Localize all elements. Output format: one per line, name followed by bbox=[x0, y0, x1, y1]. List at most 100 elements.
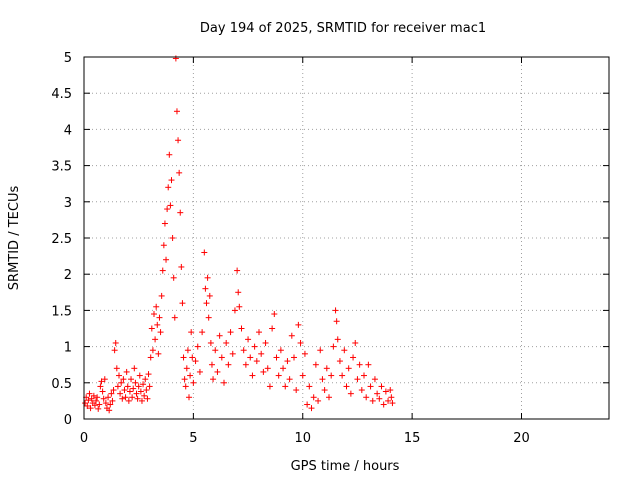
data-point bbox=[182, 383, 189, 390]
data-point bbox=[134, 395, 141, 402]
data-point bbox=[315, 397, 322, 404]
data-point bbox=[269, 325, 276, 332]
data-point bbox=[336, 358, 343, 365]
data-point bbox=[85, 397, 92, 404]
data-point bbox=[271, 311, 278, 318]
data-point bbox=[138, 397, 145, 404]
data-point bbox=[380, 401, 387, 408]
data-point bbox=[365, 361, 372, 368]
data-point bbox=[260, 368, 267, 375]
data-point bbox=[206, 292, 213, 299]
y-tick-label: 1.5 bbox=[51, 304, 72, 319]
data-point bbox=[189, 354, 196, 361]
data-point bbox=[192, 358, 199, 365]
data-point bbox=[227, 329, 234, 336]
data-point bbox=[273, 354, 280, 361]
data-point bbox=[153, 303, 160, 310]
data-point bbox=[117, 390, 124, 397]
data-point bbox=[99, 388, 106, 395]
data-point bbox=[284, 358, 291, 365]
data-point bbox=[210, 376, 217, 383]
data-point bbox=[86, 390, 93, 397]
data-point bbox=[202, 285, 209, 292]
data-point bbox=[208, 361, 215, 368]
data-point bbox=[130, 385, 137, 392]
data-point bbox=[172, 55, 179, 62]
data-point bbox=[196, 368, 203, 375]
data-point bbox=[201, 249, 208, 256]
data-point bbox=[131, 365, 138, 372]
data-point bbox=[97, 383, 104, 390]
data-point bbox=[141, 392, 148, 399]
grid-layer bbox=[84, 57, 609, 419]
data-point bbox=[90, 392, 97, 399]
data-point bbox=[256, 329, 262, 336]
data-point bbox=[123, 368, 130, 375]
data-point bbox=[98, 378, 105, 385]
data-point bbox=[159, 267, 166, 274]
y-tick-label: 3 bbox=[64, 196, 72, 211]
data-point bbox=[328, 372, 335, 379]
data-point bbox=[94, 394, 101, 401]
data-point bbox=[214, 368, 221, 375]
data-point bbox=[350, 354, 357, 361]
data-point bbox=[343, 383, 350, 390]
data-point bbox=[147, 354, 154, 361]
data-point bbox=[166, 151, 173, 158]
data-point bbox=[136, 372, 143, 379]
data-point bbox=[175, 137, 182, 144]
data-point bbox=[293, 387, 300, 394]
data-point bbox=[168, 177, 175, 184]
data-point bbox=[376, 395, 383, 402]
y-tick-label: 0 bbox=[64, 413, 72, 428]
data-point bbox=[212, 347, 219, 354]
y-tick-label: 4 bbox=[64, 123, 72, 138]
data-point bbox=[291, 354, 297, 361]
data-point bbox=[186, 394, 192, 401]
chart-title: Day 194 of 2025, SRMTID for receiver mac… bbox=[200, 21, 486, 36]
x-tick-label: 10 bbox=[294, 431, 311, 446]
data-point bbox=[109, 397, 116, 404]
y-tick-label: 2 bbox=[64, 268, 72, 283]
data-point bbox=[204, 274, 211, 281]
data-point bbox=[179, 300, 186, 307]
data-point bbox=[184, 347, 191, 354]
data-point bbox=[95, 405, 102, 412]
data-point bbox=[369, 397, 376, 404]
data-point bbox=[207, 339, 214, 346]
data-point bbox=[126, 388, 133, 395]
data-point bbox=[108, 390, 115, 397]
data-point bbox=[133, 390, 140, 397]
data-point bbox=[122, 394, 129, 401]
data-point bbox=[124, 383, 131, 390]
data-point bbox=[388, 394, 395, 401]
data-point bbox=[121, 387, 128, 394]
data-point bbox=[312, 361, 319, 368]
data-point bbox=[177, 209, 184, 216]
data-point bbox=[216, 332, 223, 339]
data-point bbox=[169, 235, 176, 241]
data-point bbox=[277, 347, 284, 354]
data-point bbox=[173, 108, 180, 115]
data-point bbox=[321, 387, 328, 394]
data-point bbox=[242, 361, 249, 368]
data-point bbox=[112, 339, 119, 346]
data-point bbox=[180, 354, 187, 361]
data-point bbox=[137, 388, 144, 395]
x-tick-label: 5 bbox=[189, 431, 197, 446]
data-point bbox=[164, 206, 171, 213]
data-point bbox=[295, 321, 302, 328]
data-point bbox=[190, 379, 197, 386]
data-point bbox=[163, 256, 170, 263]
data-point bbox=[106, 407, 113, 414]
data-point bbox=[229, 350, 236, 357]
data-point bbox=[160, 242, 167, 249]
data-point bbox=[378, 383, 385, 390]
data-point bbox=[363, 394, 370, 401]
data-point bbox=[140, 381, 147, 388]
y-tick-label: 0.5 bbox=[51, 377, 72, 392]
data-point bbox=[339, 372, 346, 379]
data-point bbox=[310, 394, 317, 401]
